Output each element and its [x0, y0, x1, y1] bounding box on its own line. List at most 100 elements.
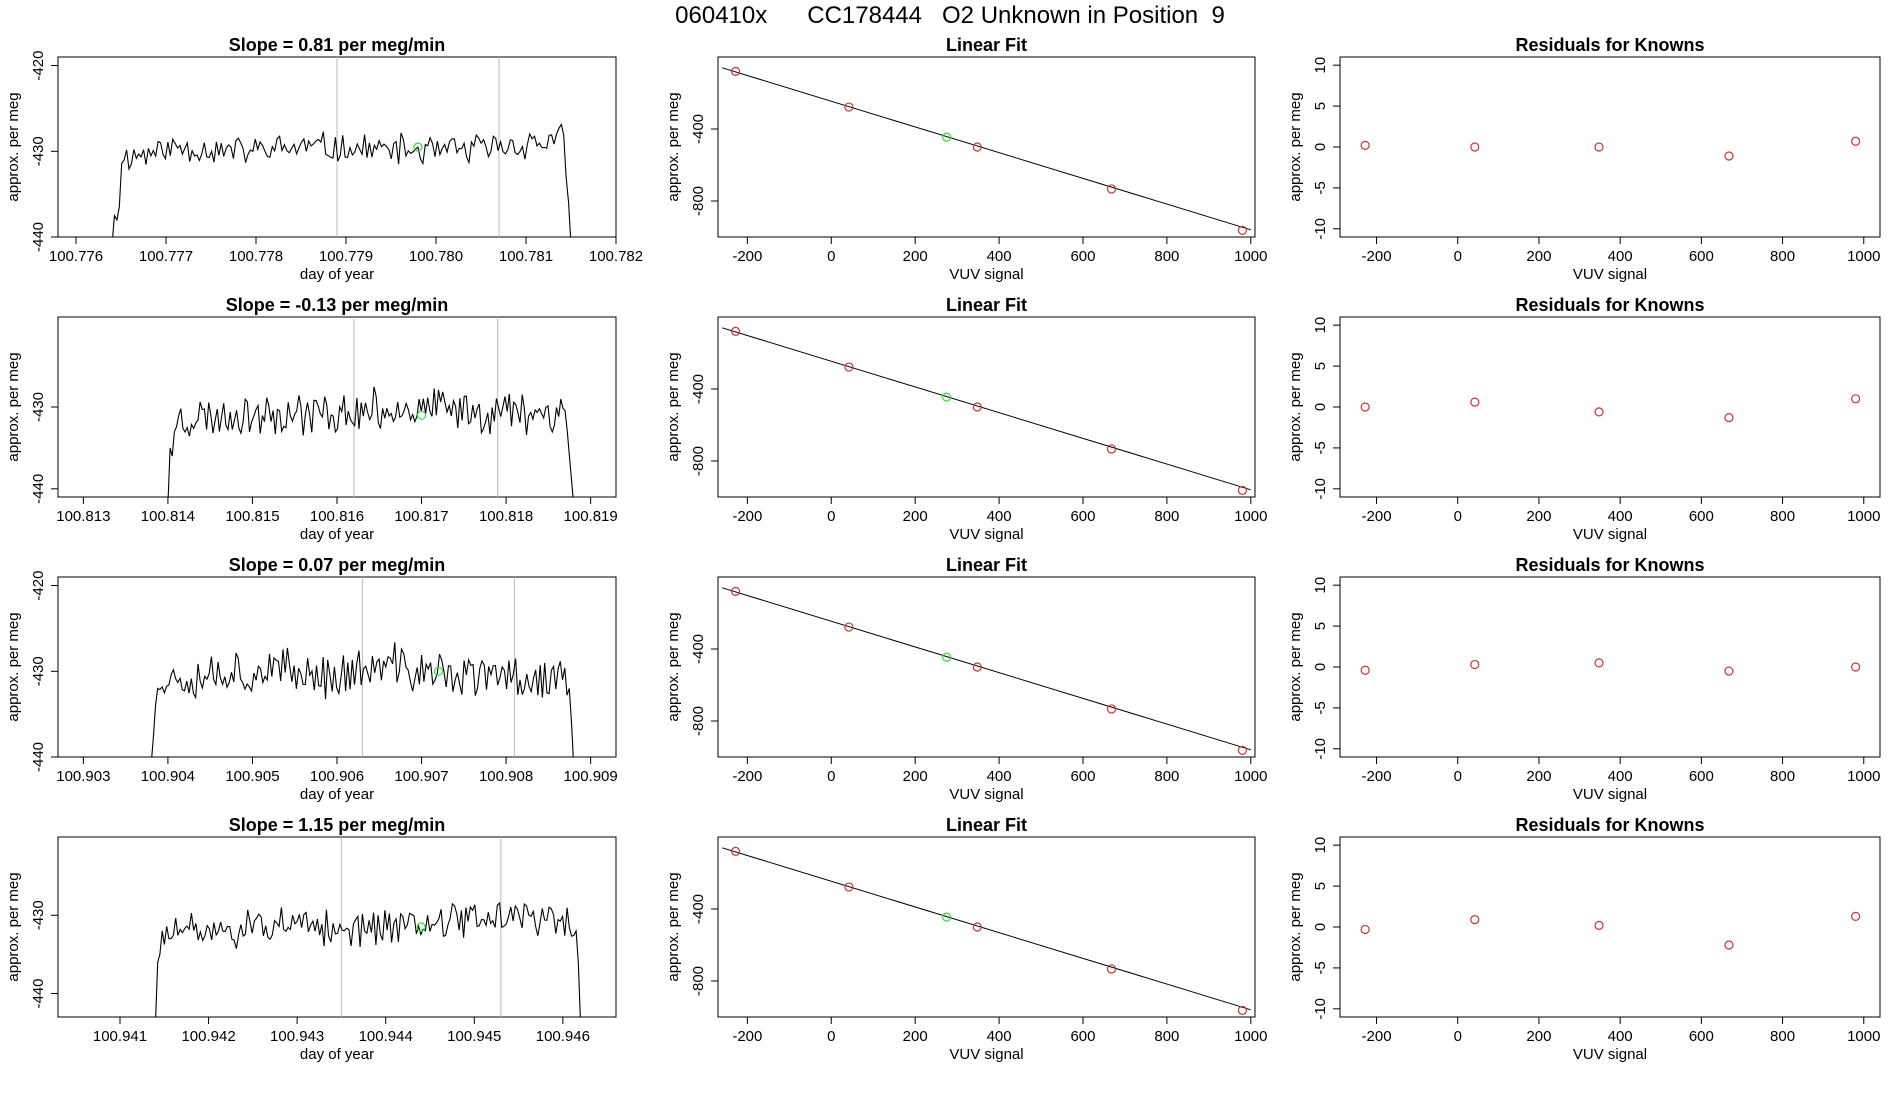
data-layer [167, 317, 574, 497]
x-tick-label: 200 [1526, 508, 1551, 525]
panel-title: Residuals for Knowns [1515, 815, 1704, 835]
known-point [1470, 397, 1480, 407]
y-tick-label: 0 [1312, 403, 1329, 411]
data-layer [722, 846, 1251, 1015]
panel-3-1: Slope = 0.07 per meg/min 100.903 100.904 10… [5, 555, 618, 803]
plot-frame [1339, 316, 1881, 498]
y-tick-label: -430 [30, 136, 47, 166]
y-tick-label: -800 [690, 966, 707, 996]
x-tick-label: 200 [903, 1028, 928, 1045]
x-tick-label: 200 [1526, 248, 1551, 265]
known-point [1851, 662, 1861, 672]
plot-frame [57, 576, 617, 758]
panel-1-3: Residuals for Knowns-200 0 200 400 600 800 100… [1287, 35, 1881, 283]
unknown-point [942, 652, 952, 662]
x-tick-label: 100.817 [394, 508, 448, 525]
x-tick-label: 800 [1770, 768, 1795, 785]
known-point [1237, 1005, 1248, 1015]
y-axis-label: approx. per meg [1287, 352, 1304, 461]
y-tick-label: -440 [30, 742, 47, 772]
known-point [844, 102, 854, 112]
y-axis-label: approx. per meg [665, 612, 682, 721]
x-tick-label: 100.779 [319, 248, 373, 265]
panel-title: Slope = -0.13 per meg/min [226, 295, 449, 315]
known-point [1106, 444, 1117, 454]
panel-title: Residuals for Knowns [1515, 295, 1704, 315]
x-axis-label: VUV signal [1573, 266, 1647, 283]
known-point [1470, 915, 1480, 925]
x-tick-label: 600 [1070, 1028, 1095, 1045]
x-tick-label: 200 [903, 248, 928, 265]
panel-1-2: Linear Fit -200 0 200 400 600 800 1000 VUV signa… [665, 35, 1267, 283]
x-tick-label: 0 [827, 508, 835, 525]
y-tick-label: -400 [690, 114, 707, 144]
x-tick-label: 400 [987, 248, 1012, 265]
y-tick-label: -420 [30, 51, 47, 81]
known-point [731, 846, 741, 857]
known-point [1106, 704, 1117, 714]
y-tick-label: 10 [1312, 837, 1329, 854]
panel-title: Residuals for Knowns [1515, 555, 1704, 575]
panel-4-3: Residuals for Knowns-200 0 200 400 600 800 100… [1287, 815, 1881, 1063]
y-tick-label: 0 [1312, 143, 1329, 151]
fit-line [722, 67, 1251, 231]
x-tick-label: 800 [1154, 768, 1179, 785]
x-axis-label: day of year [300, 1046, 374, 1063]
data-layer [112, 57, 572, 237]
y-axis-label: approx. per meg [5, 352, 22, 461]
unknown-point [942, 132, 952, 142]
y-tick-label: -5 [1312, 441, 1329, 454]
x-tick-label: -200 [732, 248, 762, 265]
plot-frame [717, 56, 1256, 238]
x-tick-label: 400 [1608, 768, 1633, 785]
known-point [844, 622, 854, 632]
known-point [1594, 658, 1604, 668]
x-tick-label: 600 [1689, 508, 1714, 525]
fit-line [722, 847, 1251, 1011]
y-tick-label: -800 [690, 706, 707, 736]
x-tick-label: 800 [1770, 248, 1795, 265]
x-tick-label: 200 [903, 768, 928, 785]
known-point [1360, 402, 1370, 412]
x-axis-label: day of year [300, 266, 374, 283]
known-point [1237, 485, 1248, 495]
x-tick-label: 0 [1454, 768, 1462, 785]
data-layer [1360, 136, 1861, 161]
x-tick-label: 200 [1526, 768, 1551, 785]
x-tick-label: 100.816 [310, 508, 364, 525]
known-point [844, 362, 854, 372]
x-tick-label: 100.818 [479, 508, 533, 525]
known-point [1594, 142, 1604, 152]
known-point [972, 922, 982, 932]
x-tick-label: 1000 [1847, 508, 1880, 525]
unknown-point [416, 410, 427, 420]
known-point [731, 586, 741, 597]
x-tick-label: 800 [1154, 248, 1179, 265]
y-tick-label: 10 [1312, 317, 1329, 334]
x-tick-label: 0 [827, 1028, 835, 1045]
unknown-point [942, 912, 952, 922]
x-tick-label: 100.815 [225, 508, 279, 525]
panel-title: Linear Fit [946, 815, 1027, 835]
panel-title: Linear Fit [946, 35, 1027, 55]
y-axis-label: approx. per meg [5, 612, 22, 721]
x-tick-label: 100.777 [139, 248, 193, 265]
x-tick-label: 400 [1608, 508, 1633, 525]
y-axis-label: approx. per meg [5, 92, 22, 201]
known-point [1724, 666, 1734, 676]
panel-title: Residuals for Knowns [1515, 35, 1704, 55]
x-tick-label: 100.781 [499, 248, 553, 265]
x-axis-label: VUV signal [949, 266, 1023, 283]
x-tick-label: 800 [1154, 1028, 1179, 1045]
known-point [1360, 924, 1370, 935]
x-axis-label: day of year [300, 526, 374, 543]
plot-frame [717, 316, 1256, 498]
x-tick-label: 100.904 [141, 768, 195, 785]
known-point [1360, 140, 1370, 150]
x-tick-label: 100.813 [56, 508, 110, 525]
panel-title: Linear Fit [946, 295, 1027, 315]
y-tick-label: -430 [30, 900, 47, 930]
x-tick-label: 100.905 [225, 768, 279, 785]
data-layer [1360, 658, 1861, 676]
